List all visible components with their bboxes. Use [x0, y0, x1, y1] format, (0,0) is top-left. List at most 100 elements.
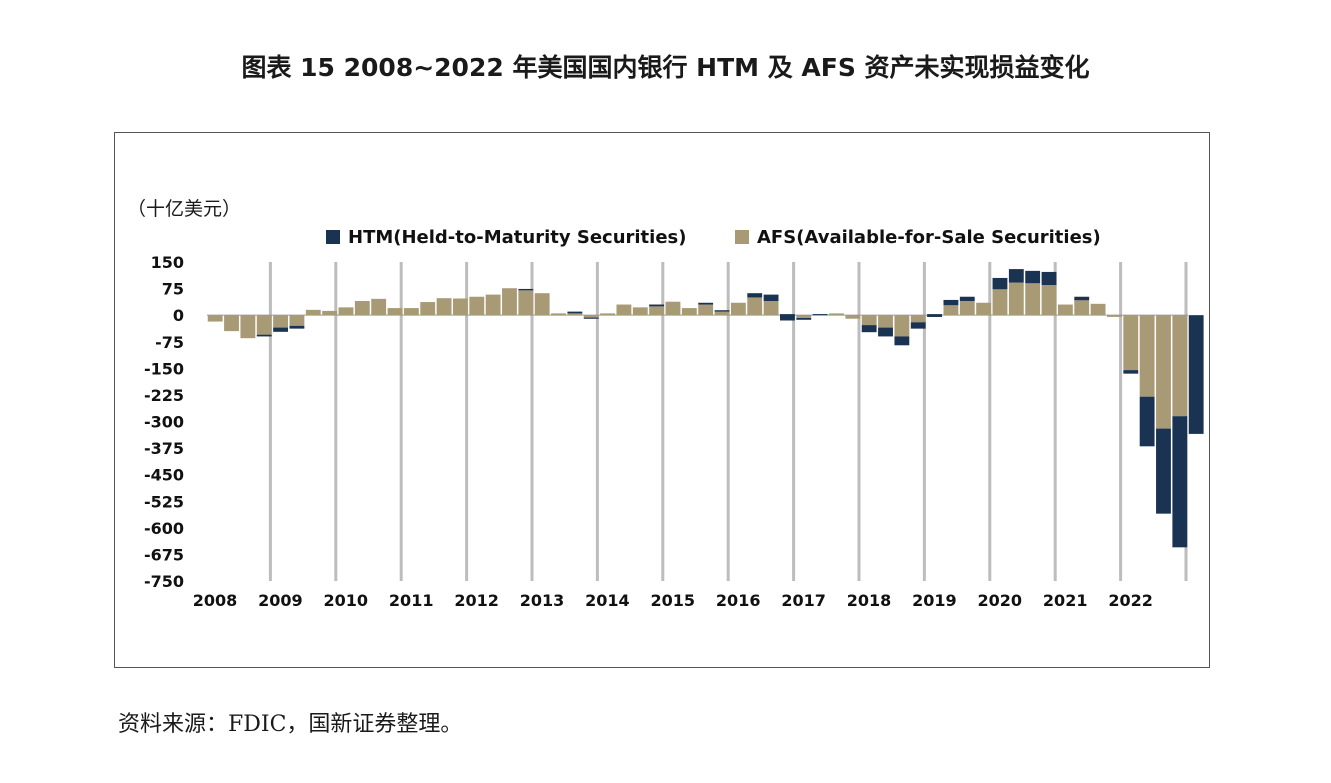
bar-afs	[338, 307, 354, 316]
legend: HTM(Held-to-Maturity Securities) AFS(Avai…	[326, 227, 1101, 248]
bar-afs	[714, 311, 730, 316]
source-note: 资料来源：FDIC，国新证券整理。	[118, 712, 463, 737]
bar-afs	[747, 297, 763, 316]
y-tick-label: -525	[144, 492, 184, 511]
bar-afs	[273, 315, 288, 328]
bar-htm	[763, 294, 779, 301]
bar-afs	[698, 304, 714, 316]
bar-afs	[1057, 304, 1073, 316]
bar-afs	[910, 315, 926, 323]
bar-htm	[992, 277, 1008, 290]
bar-htm	[649, 304, 665, 307]
bar-afs	[305, 309, 321, 316]
bar-htm	[861, 325, 877, 333]
bar-afs	[1107, 315, 1122, 317]
bar-afs	[992, 289, 1008, 316]
bar-htm	[1008, 269, 1024, 283]
bar-afs	[1090, 303, 1106, 316]
bar-afs	[1172, 315, 1188, 417]
legend-label: HTM(Held-to-Maturity Securities)	[348, 227, 686, 248]
bar-afs	[485, 294, 501, 316]
bar-afs	[616, 304, 632, 316]
bar-htm	[878, 327, 893, 337]
bar-htm	[714, 310, 730, 312]
bar-afs	[224, 315, 239, 332]
bar-htm	[1025, 270, 1041, 284]
y-axis-unit-label: （十亿美元）	[127, 198, 242, 220]
bar-afs	[600, 313, 615, 316]
bar-afs	[1123, 315, 1139, 371]
bar-htm	[959, 296, 975, 301]
bar-afs	[1074, 300, 1090, 316]
bar-htm	[747, 293, 763, 298]
bar-htm	[943, 299, 959, 306]
bar-afs	[256, 315, 272, 335]
bar-afs	[551, 313, 566, 316]
bar-afs	[518, 290, 534, 316]
bar-afs	[796, 315, 812, 319]
bar-afs	[976, 302, 992, 316]
bar-afs	[1156, 315, 1171, 429]
bar-htm	[1123, 370, 1139, 374]
bar-htm	[1188, 315, 1204, 434]
y-tick-label: -375	[144, 439, 184, 458]
x-tick-label: 2019	[912, 591, 957, 610]
y-tick-label: 75	[162, 280, 184, 299]
bar-htm	[1074, 296, 1090, 301]
x-tick-label: 2022	[1108, 591, 1153, 610]
bar-htm	[567, 311, 583, 314]
y-tick-label: -750	[144, 572, 184, 591]
bar-afs	[502, 288, 517, 316]
bar-afs	[371, 298, 387, 316]
bar-htm	[910, 322, 926, 329]
x-tick-label: 2018	[847, 591, 892, 610]
bar-afs	[420, 302, 436, 316]
y-tick-label: 150	[151, 253, 184, 272]
bar-afs	[1008, 282, 1024, 316]
x-tick-label: 2011	[389, 591, 434, 610]
bar-afs	[829, 313, 844, 316]
bar-htm	[894, 336, 910, 346]
bar-afs	[665, 301, 681, 316]
x-tick-label: 2009	[258, 591, 303, 610]
y-tick-label: -600	[144, 519, 184, 538]
bar-afs	[289, 315, 305, 326]
bar-htm	[780, 314, 795, 321]
bar-htm	[1172, 416, 1188, 548]
x-tick-label: 2016	[716, 591, 761, 610]
chart-title: 图表 15 2008~2022 年美国国内银行 HTM 及 AFS 资产未实现损…	[241, 53, 1090, 82]
bar-htm	[256, 334, 272, 337]
y-tick-label: -75	[155, 333, 184, 352]
bar-afs	[322, 310, 338, 316]
bar-afs	[959, 300, 975, 316]
bar-afs	[1041, 285, 1057, 316]
y-tick-label: -150	[144, 359, 184, 378]
bar-afs	[567, 313, 583, 316]
bar-afs	[207, 315, 223, 322]
bar-afs	[649, 304, 665, 316]
x-tick-label: 2008	[193, 591, 238, 610]
bar-afs	[943, 305, 959, 316]
x-tick-label: 2010	[324, 591, 369, 610]
bar-afs	[845, 315, 861, 319]
x-tick-label: 2013	[520, 591, 565, 610]
chart-frame	[114, 132, 1210, 668]
bar-afs	[469, 296, 485, 316]
bar-afs	[403, 308, 419, 316]
y-axis-ticks: 150 75 0 -75 -150 -225 -300 -375 -450 -525 -600 -67…	[144, 253, 184, 591]
bar-afs	[681, 308, 697, 316]
y-tick-label: -225	[144, 386, 184, 405]
x-tick-label: 2021	[1043, 591, 1088, 610]
bar-afs	[894, 315, 910, 337]
bar-afs	[387, 308, 403, 316]
y-tick-label: -300	[144, 413, 184, 432]
y-tick-label: 0	[173, 306, 184, 325]
bar-htm	[518, 288, 534, 291]
bar-htm	[1041, 271, 1057, 286]
x-axis-ticks: 2008 2009 2010 2011 2012 2013 2014 2015 2016 2017…	[193, 591, 1153, 610]
bar-htm	[812, 314, 828, 316]
bar-htm	[698, 302, 714, 305]
bar-htm	[927, 314, 942, 317]
x-tick-label: 2015	[651, 591, 696, 610]
